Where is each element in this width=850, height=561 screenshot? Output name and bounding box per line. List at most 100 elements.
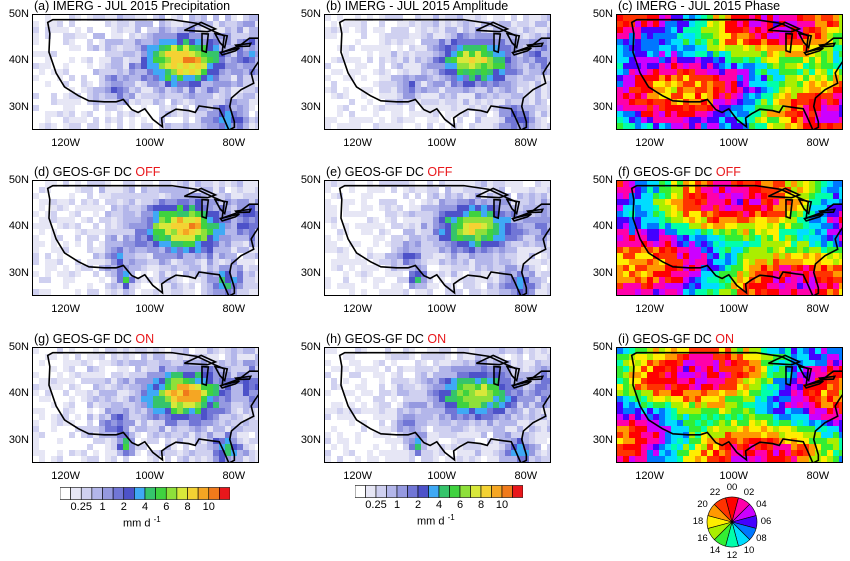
heatmap-cell bbox=[57, 205, 64, 212]
heatmap-cell bbox=[821, 111, 828, 118]
heatmap-cell bbox=[69, 21, 76, 28]
heatmap-cell bbox=[773, 87, 780, 94]
heatmap-cell bbox=[415, 111, 422, 118]
heatmap-cell bbox=[445, 27, 452, 34]
heatmap-cell bbox=[69, 15, 76, 22]
heatmap-cell bbox=[81, 289, 88, 296]
heatmap-cell bbox=[243, 51, 250, 58]
heatmap-cell bbox=[641, 181, 648, 188]
heatmap-cell bbox=[51, 366, 58, 373]
heatmap-cell bbox=[367, 99, 374, 106]
heatmap-cell bbox=[189, 39, 196, 46]
heatmap-cell bbox=[117, 57, 124, 64]
heatmap-cell bbox=[129, 75, 136, 82]
heatmap-cell bbox=[373, 21, 380, 28]
heatmap-cell bbox=[755, 129, 762, 130]
heatmap-cell bbox=[57, 289, 64, 296]
heatmap-cell bbox=[373, 223, 380, 230]
heatmap-cell bbox=[403, 277, 410, 284]
heatmap-cell bbox=[195, 93, 202, 100]
heatmap-cell bbox=[529, 81, 536, 88]
heatmap-cell bbox=[767, 181, 774, 188]
heatmap-cell bbox=[737, 211, 744, 218]
heatmap-cell bbox=[379, 277, 386, 284]
heatmap-cell bbox=[755, 235, 762, 242]
heatmap-cell bbox=[713, 39, 720, 46]
heatmap-cell bbox=[415, 63, 422, 70]
heatmap-cell bbox=[797, 217, 804, 224]
heatmap-cell bbox=[45, 129, 52, 130]
heatmap-cell bbox=[767, 265, 774, 272]
heatmap-cell bbox=[677, 247, 684, 254]
heatmap-cell bbox=[189, 51, 196, 58]
heatmap-cell bbox=[803, 123, 810, 130]
heatmap-cell bbox=[219, 289, 226, 296]
heatmap-cell bbox=[743, 81, 750, 88]
heatmap-cell bbox=[665, 223, 672, 230]
heatmap-cell bbox=[63, 384, 70, 391]
heatmap-cell bbox=[445, 99, 452, 106]
heatmap-cell bbox=[797, 253, 804, 260]
heatmap-cell bbox=[337, 205, 344, 212]
heatmap-cell bbox=[183, 129, 190, 130]
heatmap-cell bbox=[93, 241, 100, 248]
heatmap-cell bbox=[81, 81, 88, 88]
heatmap-cell bbox=[713, 229, 720, 236]
heatmap-cell bbox=[135, 63, 142, 70]
heatmap-cell bbox=[415, 205, 422, 212]
heatmap-cell bbox=[713, 99, 720, 106]
heatmap-cell bbox=[731, 15, 738, 22]
heatmap-cell bbox=[439, 75, 446, 82]
heatmap-cell bbox=[207, 295, 214, 296]
heatmap-cell bbox=[403, 295, 410, 296]
heatmap-cell bbox=[707, 81, 714, 88]
heatmap-cell bbox=[87, 181, 94, 188]
heatmap-cell bbox=[337, 63, 344, 70]
heatmap-cell bbox=[141, 253, 148, 260]
heatmap-cell bbox=[833, 283, 840, 290]
heatmap-cell bbox=[821, 259, 828, 266]
heatmap-cell bbox=[75, 366, 82, 373]
heatmap-cell bbox=[123, 223, 130, 230]
heatmap-cell bbox=[171, 366, 178, 373]
heatmap-cell bbox=[493, 235, 500, 242]
heatmap-cell bbox=[231, 105, 238, 112]
heatmap-cell bbox=[827, 117, 834, 124]
heatmap-cell bbox=[623, 129, 630, 130]
heatmap-cell bbox=[421, 289, 428, 296]
heatmap-cell bbox=[635, 93, 642, 100]
heatmap-cell bbox=[231, 348, 238, 355]
heatmap-cell bbox=[379, 81, 386, 88]
heatmap-cell bbox=[63, 205, 70, 212]
heatmap-cell bbox=[683, 87, 690, 94]
heatmap-cell bbox=[409, 211, 416, 218]
heatmap-cell bbox=[421, 223, 428, 230]
heatmap-cell bbox=[45, 295, 52, 296]
heatmap-cell bbox=[33, 211, 40, 218]
heatmap-cell bbox=[177, 384, 184, 391]
heatmap-cell bbox=[237, 247, 244, 254]
heatmap-cell bbox=[749, 129, 756, 130]
heatmap-cell bbox=[659, 247, 666, 254]
heatmap-cell bbox=[547, 223, 551, 230]
heatmap-cell bbox=[147, 229, 154, 236]
heatmap-cell bbox=[129, 259, 136, 266]
heatmap-cell bbox=[427, 75, 434, 82]
heatmap-cell bbox=[189, 265, 196, 272]
heatmap-cell bbox=[743, 253, 750, 260]
heatmap-cell bbox=[63, 63, 70, 70]
heatmap-cell bbox=[677, 217, 684, 224]
heatmap-cell bbox=[69, 354, 76, 361]
heatmap-cell bbox=[701, 69, 708, 76]
heatmap-cell bbox=[373, 205, 380, 212]
heatmap-cell bbox=[439, 217, 446, 224]
heatmap-cell bbox=[183, 69, 190, 76]
heatmap-cell bbox=[767, 51, 774, 58]
heatmap-cell bbox=[773, 51, 780, 58]
heatmap-cell bbox=[159, 105, 166, 112]
heatmap-cell bbox=[129, 111, 136, 118]
heatmap-cell bbox=[159, 199, 166, 206]
heatmap-cell bbox=[81, 295, 88, 296]
heatmap-cell bbox=[421, 51, 428, 58]
heatmap-cell bbox=[355, 57, 362, 64]
